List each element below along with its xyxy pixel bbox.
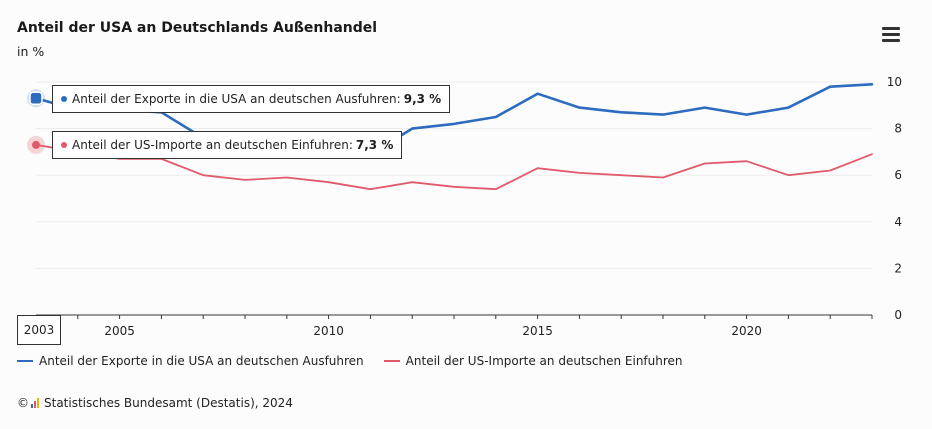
legend-item-imports[interactable]: Anteil der US-Importe an deutschen Einfu… [383, 354, 683, 368]
tooltip-imports-value: 7,3 % [355, 138, 394, 152]
legend-line-imports [383, 360, 400, 362]
legend-item-exports[interactable]: Anteil der Exporte in die USA an deutsch… [17, 354, 364, 368]
legend: Anteil der Exporte in die USA an deutsch… [17, 354, 703, 368]
legend-line-exports [17, 360, 33, 362]
tooltip-imports-dot [61, 142, 67, 148]
y-tick-label-4: 4 [894, 215, 902, 229]
y-tick-label-2: 2 [894, 261, 902, 275]
x-tick-label-2015: 2015 [522, 324, 553, 338]
tooltip-exports-dot [61, 96, 67, 102]
tooltip-exports-value: 9,3 % [403, 92, 442, 106]
x-tick-label-2005: 2005 [104, 324, 135, 338]
series-line-imports [35, 144, 873, 191]
x-tick-label-2010: 2010 [313, 324, 344, 338]
credits-text: Statistisches Bundesamt (Destatis), 2024 [44, 396, 293, 410]
credits: © Statistisches Bundesamt (Destatis), 20… [17, 396, 293, 410]
tooltip-imports-label: Anteil der US-Importe an deutschen Einfu… [72, 138, 353, 152]
y-tick-label-6: 6 [894, 168, 902, 182]
grid-lines [36, 81, 872, 269]
destatis-logo-icon [31, 398, 41, 408]
x-axis [35, 314, 873, 319]
x-tick-label-2020: 2020 [731, 324, 762, 338]
chart-title: Anteil der USA an Deutschlands Außenhand… [17, 20, 378, 36]
hover-marker-exports [29, 91, 43, 106]
copyright-symbol: © [17, 396, 29, 410]
y-tick-label-0: 0 [894, 308, 902, 322]
hamburger-menu-icon[interactable] [880, 27, 902, 45]
tooltip-exports: Anteil der Exporte in die USA an deutsch… [52, 85, 451, 113]
y-tick-label-8: 8 [894, 122, 902, 136]
legend-label-imports: Anteil der US-Importe an deutschen Einfu… [405, 354, 683, 368]
chart-subtitle: in % [17, 44, 45, 59]
tooltip-imports: Anteil der US-Importe an deutschen Einfu… [52, 131, 403, 159]
hover-marker-imports [32, 140, 40, 149]
y-tick-label-10: 10 [887, 75, 902, 89]
axis-labels: 0 2 4 6 8 10 2005 2010 2015 2020 [104, 75, 902, 338]
legend-label-exports: Anteil der Exporte in die USA an deutsch… [39, 354, 364, 368]
series-lines [34, 83, 874, 191]
series-line-exports [34, 83, 874, 158]
tooltip-exports-label: Anteil der Exporte in die USA an deutsch… [72, 92, 401, 106]
tooltip-x-label: 2003 [17, 315, 61, 345]
hover-markers [27, 89, 45, 154]
